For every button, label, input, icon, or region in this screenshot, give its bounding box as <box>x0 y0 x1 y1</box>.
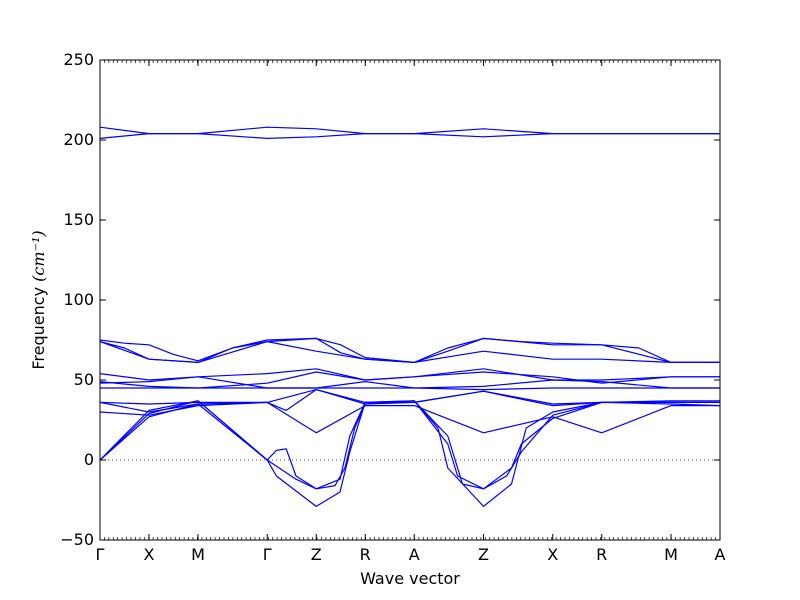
band-9 <box>100 379 720 389</box>
x-tick-label: A <box>715 545 726 564</box>
y-tick-label: 250 <box>63 50 94 69</box>
band-8 <box>100 376 720 391</box>
y-axis-label-unit: (cm⁻¹) <box>29 230 48 281</box>
y-tick-label: 50 <box>74 370 94 389</box>
x-tick-label: Z <box>478 545 489 564</box>
x-tick-label: Z <box>311 545 322 564</box>
x-tick-label: Γ <box>263 545 272 564</box>
band-6 <box>100 368 720 381</box>
y-axis-label-text: Frequency <box>29 282 48 370</box>
band-7 <box>100 371 720 389</box>
band-11 <box>100 389 720 413</box>
band-5 <box>100 341 720 363</box>
x-tick-label: X <box>144 545 155 564</box>
y-tick-label: 200 <box>63 130 94 149</box>
x-tick-label: M <box>664 545 678 564</box>
minor-ticks <box>99 60 721 540</box>
band-13 <box>100 400 720 490</box>
x-tick-label: A <box>409 545 420 564</box>
x-tick-label: X <box>547 545 558 564</box>
plot-frame <box>99 59 721 541</box>
band-15 <box>100 400 720 507</box>
x-tick-label: M <box>191 545 205 564</box>
y-tick-label: 100 <box>63 290 94 309</box>
band-14 <box>100 400 720 490</box>
band-3 <box>100 337 720 363</box>
x-tick-label: R <box>360 545 371 564</box>
y-axis-ticks: −50 0 50 100 150 200 250 <box>60 50 720 549</box>
x-axis-label: Wave vector <box>360 569 460 588</box>
band-4 <box>100 337 720 363</box>
band-1 <box>100 126 720 135</box>
band-2 <box>100 133 720 139</box>
x-tick-label: R <box>596 545 607 564</box>
y-tick-label: 150 <box>63 210 94 229</box>
y-tick-label: −50 <box>60 530 94 549</box>
series-layer <box>100 126 720 507</box>
y-tick-label: 0 <box>84 450 94 469</box>
y-axis-label: Frequency (cm⁻¹) <box>29 230 48 369</box>
band-12 <box>100 401 720 434</box>
x-tick-label: Γ <box>96 545 105 564</box>
